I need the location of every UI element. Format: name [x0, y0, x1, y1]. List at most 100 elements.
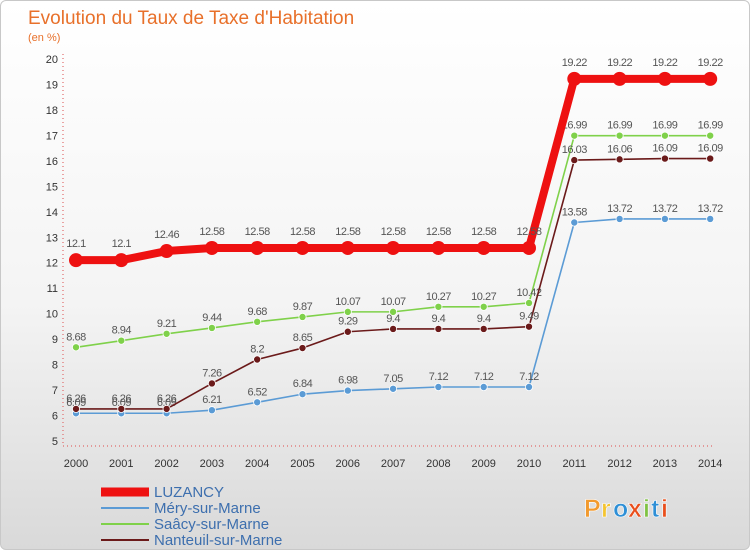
y-tick-label: 6 — [52, 411, 58, 423]
data-point — [72, 404, 81, 413]
data-label: 10.07 — [335, 296, 360, 308]
data-point — [570, 131, 579, 140]
legend-item: Méry-sur-Marne — [101, 500, 261, 517]
y-tick-label: 8 — [52, 360, 58, 372]
data-point — [567, 71, 582, 86]
data-label: 8.68 — [66, 331, 86, 343]
data-point — [660, 154, 669, 163]
y-tick-label: 13 — [46, 232, 58, 244]
data-point — [207, 379, 216, 388]
x-tick-label: 2009 — [471, 458, 495, 470]
y-tick-label: 7 — [52, 385, 58, 397]
data-point — [660, 131, 669, 140]
data-point — [389, 384, 398, 393]
data-point — [660, 214, 669, 223]
data-point — [162, 329, 171, 338]
y-tick-label: 18 — [46, 105, 58, 117]
data-label: 19.22 — [652, 57, 677, 69]
y-tick-label: 12 — [46, 258, 58, 270]
data-label: 9.44 — [202, 312, 222, 324]
legend-label: Nanteuil-sur-Marne — [154, 532, 282, 549]
data-label: 19.22 — [698, 57, 723, 69]
data-label: 8.94 — [112, 325, 132, 337]
axes: 5 6 7 8 9 10 11 12 13 14 15 16 17 18 19 20 2000 2001 2002 2… — [46, 54, 722, 470]
series-nanteuil-sur-marne: 6.26 6.26 6.26 7.26 8.2 8.65 9.29 9.4 9.4 9.4 9.49… — [66, 143, 724, 413]
data-label: 7.26 — [202, 367, 222, 379]
data-point — [525, 298, 534, 307]
data-label: 6.84 — [293, 378, 313, 390]
legend-label: Saâcy-sur-Marne — [154, 516, 269, 533]
x-tick-label: 2003 — [200, 458, 224, 470]
data-point — [207, 323, 216, 332]
data-label: 12.58 — [245, 226, 270, 238]
y-tick-label: 5 — [52, 436, 58, 448]
data-label: 6.09 — [112, 397, 132, 409]
data-point — [479, 383, 488, 392]
data-point — [615, 155, 624, 164]
data-label: 16.09 — [698, 143, 723, 155]
logo-letter: t — [651, 495, 660, 523]
data-label: 12.58 — [199, 226, 224, 238]
data-point — [476, 240, 491, 255]
data-point — [295, 240, 310, 255]
data-label: 7.12 — [429, 371, 449, 383]
data-label: 6.21 — [202, 394, 222, 406]
data-label: 7.05 — [383, 373, 403, 385]
data-label: 12.1 — [66, 238, 86, 250]
data-label: 16.99 — [562, 120, 587, 132]
data-label: 12.58 — [381, 226, 406, 238]
data-label: 12.58 — [426, 226, 451, 238]
series-layer: 6.09 6.09 6.09 6.216.526.84 6.98 7.05 7.12 7.12… — [66, 57, 724, 418]
data-label: 6.26 — [157, 393, 177, 405]
data-label: 9.4 — [477, 313, 491, 325]
chart-title: Evolution du Taux de Taxe d'Habitation — [28, 8, 354, 29]
y-tick-label: 16 — [46, 156, 58, 168]
data-point — [525, 383, 534, 392]
data-point — [389, 324, 398, 333]
data-point — [69, 253, 83, 268]
legend-item: Saâcy-sur-Marne — [101, 516, 269, 533]
data-point — [386, 240, 401, 255]
data-point — [434, 302, 443, 311]
logo-letter: P — [584, 495, 601, 523]
data-label: 10.42 — [516, 287, 541, 299]
data-point — [298, 390, 307, 399]
legend-label: Méry-sur-Marne — [154, 500, 261, 517]
data-point — [525, 322, 534, 331]
data-label: 16.99 — [698, 120, 723, 132]
series-line — [75, 157, 712, 410]
y-tick-label: 10 — [46, 309, 58, 321]
data-point — [340, 240, 355, 255]
data-point — [343, 327, 352, 336]
series-m-ry-sur-marne: 6.09 6.09 6.09 6.216.526.84 6.98 7.05 7.12 7.12… — [66, 203, 724, 418]
data-point — [117, 336, 126, 345]
data-point — [706, 214, 715, 223]
data-point — [434, 383, 443, 392]
y-tick-label: 17 — [46, 130, 58, 142]
data-label: 9.49 — [519, 311, 539, 323]
data-label: 12.46 — [154, 229, 179, 241]
x-tick-label: 2013 — [653, 458, 677, 470]
data-label: 16.99 — [607, 120, 632, 132]
legend-item: LUZANCY — [101, 484, 224, 501]
data-point — [703, 71, 718, 86]
data-label: 9.21 — [157, 318, 177, 330]
y-tick-label: 15 — [46, 181, 58, 193]
data-point — [298, 312, 307, 321]
logo-letter: x — [628, 495, 642, 523]
y-tick-label: 9 — [52, 334, 58, 346]
data-point — [479, 324, 488, 333]
data-point — [343, 386, 352, 395]
data-label: 9.87 — [293, 301, 313, 313]
y-tick-label: 20 — [46, 54, 58, 66]
data-point — [114, 253, 129, 268]
legend: LUZANCYMéry-sur-MarneSaâcy-sur-MarneNant… — [101, 484, 282, 549]
x-tick-label: 2010 — [517, 458, 541, 470]
data-point — [250, 240, 265, 255]
data-point — [253, 317, 262, 326]
data-label: 10.27 — [426, 291, 451, 303]
data-point — [706, 131, 715, 140]
